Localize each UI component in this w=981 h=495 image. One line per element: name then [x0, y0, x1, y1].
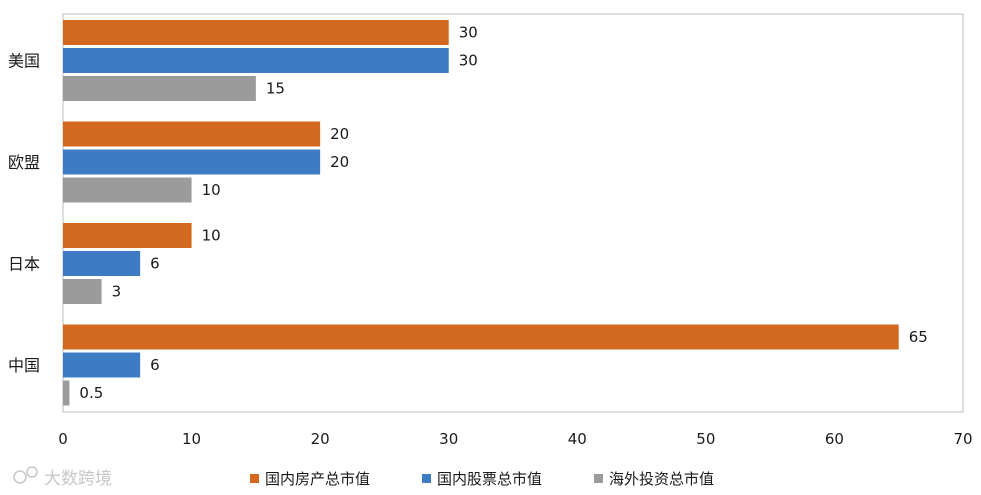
- x-tick-label-5: 50: [696, 430, 715, 448]
- x-tick-label-1: 10: [182, 430, 201, 448]
- legend-label-0: 国内房产总市值: [265, 470, 370, 488]
- watermark-text: 大数跨境: [44, 469, 112, 489]
- bar-3-1: [63, 352, 141, 378]
- category-label-0: 美国: [8, 52, 40, 71]
- x-tick-label-6: 60: [825, 430, 844, 448]
- bar-1-1: [63, 149, 321, 175]
- bar-0-0: [63, 20, 449, 45]
- category-label-2: 日本: [8, 255, 40, 274]
- data-label-1-0: 20: [330, 125, 349, 143]
- data-label-1-1: 20: [330, 153, 349, 171]
- x-tick-label-7: 70: [953, 430, 972, 448]
- bars-layer: [63, 20, 899, 406]
- data-label-2-0: 10: [202, 227, 221, 245]
- data-label-2-2: 3: [112, 283, 122, 301]
- data-label-0-1: 30: [459, 52, 478, 70]
- x-tick-label-2: 20: [311, 430, 330, 448]
- legend: 国内房产总市值 国内股票总市值 海外投资总市值: [250, 470, 714, 488]
- legend-swatch-1: [422, 474, 431, 483]
- legend-label-2: 海外投资总市值: [609, 470, 714, 488]
- data-label-1-2: 10: [202, 181, 221, 199]
- data-label-0-0: 30: [459, 24, 478, 42]
- x-tick-label-3: 30: [439, 430, 458, 448]
- data-label-3-2: 0.5: [79, 384, 103, 402]
- legend-label-1: 国内股票总市值: [437, 470, 542, 488]
- bar-3-0: [63, 324, 899, 350]
- watermark: 大数跨境: [13, 466, 112, 489]
- x-tick-label-0: 0: [58, 430, 68, 448]
- x-tick-label-4: 40: [568, 430, 587, 448]
- bar-0-2: [63, 76, 256, 101]
- category-label-3: 中国: [8, 356, 40, 375]
- legend-swatch-2: [594, 474, 603, 483]
- brand-logo-icon: [13, 466, 38, 484]
- category-label-1: 欧盟: [8, 153, 40, 172]
- bar-0-1: [63, 48, 449, 73]
- bar-1-2: [63, 177, 192, 203]
- data-label-3-0: 65: [909, 328, 928, 346]
- data-label-0-2: 15: [266, 80, 285, 98]
- plot-frame: [62, 13, 964, 413]
- bar-3-2: [63, 380, 70, 406]
- bar-2-2: [63, 279, 102, 304]
- data-label-2-1: 6: [150, 255, 160, 273]
- bar-1-0: [63, 121, 321, 147]
- data-label-3-1: 6: [150, 356, 160, 374]
- bar-2-1: [63, 251, 141, 276]
- labels-layer: 30 30 15 20 20 10 10 6 3 65 6 0.5: [79, 24, 927, 403]
- legend-swatch-0: [250, 474, 259, 483]
- bar-2-0: [63, 223, 192, 248]
